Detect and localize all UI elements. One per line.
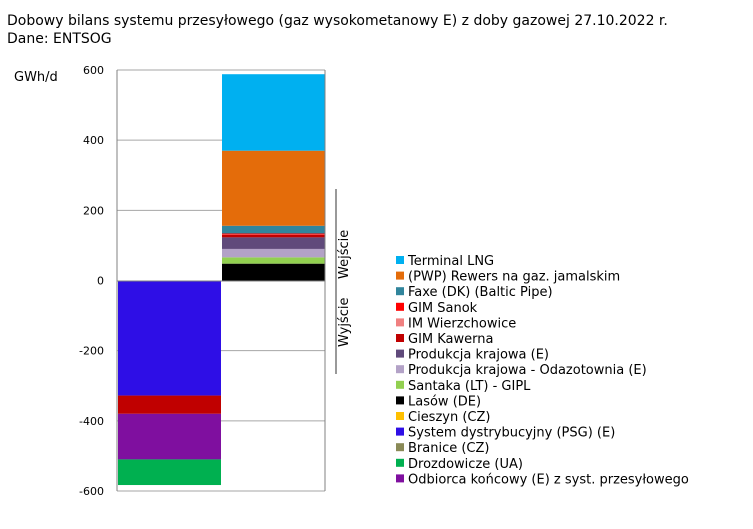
bar-segment: [222, 248, 325, 258]
bar-segment: [118, 280, 221, 396]
legend-entry: System dystrybucyjny (PSG) (E): [408, 426, 615, 441]
legend-entry: GIM Kawerna: [408, 332, 493, 347]
legend-swatch: [396, 256, 404, 264]
legend-swatch: [396, 287, 404, 296]
legend: Terminal LNG(PWP) Rewers na gaz. jamalsk…: [396, 254, 689, 487]
legend-swatch: [396, 474, 404, 483]
legend-swatch: [396, 427, 404, 436]
y-tick-label: -200: [79, 345, 104, 358]
y-tick-label: -600: [79, 485, 104, 498]
legend-entry: Faxe (DK) (Baltic Pipe): [408, 285, 553, 300]
legend-entry: Drozdowicze (UA): [408, 457, 523, 472]
chart-title: Dobowy bilans systemu przesyłowego (gaz …: [7, 13, 668, 29]
legend-swatch: [396, 380, 404, 389]
legend-swatch: [396, 349, 404, 358]
legend-entry: Branice (CZ): [408, 441, 490, 456]
y-tick-label: 200: [83, 204, 104, 217]
side-label-entry: Wejście: [337, 230, 352, 279]
legend-entry: Odbiorca końcowy (E) z syst. przesyłoweg…: [408, 472, 689, 487]
legend-entry: Cieszyn (CZ): [408, 410, 490, 425]
legend-entry: Lasów (DE): [408, 394, 481, 409]
legend-swatch: [396, 412, 404, 420]
legend-swatch: [396, 396, 404, 405]
legend-entry: IM Wierzchowice: [408, 316, 516, 331]
legend-entry: Terminal LNG: [407, 254, 494, 269]
bar-segment: [222, 150, 325, 226]
legend-entry: GIM Sanok: [408, 301, 478, 316]
bar-segment: [118, 395, 221, 414]
legend-entry: Produkcja krajowa - Odazotownia (E): [408, 363, 647, 378]
legend-entry: (PWP) Rewers na gaz. jamalskim: [408, 270, 620, 285]
legend-swatch: [396, 458, 404, 467]
y-tick-label: 0: [97, 275, 104, 288]
bar-segment: [118, 459, 221, 486]
y-axis-unit: GWh/d: [14, 70, 58, 85]
bar-segment: [222, 233, 325, 235]
bar-segment: [222, 74, 325, 151]
bar-segment: [222, 225, 325, 234]
y-tick-label: -400: [79, 415, 104, 428]
legend-swatch: [396, 271, 404, 280]
bar-segment: [222, 237, 325, 249]
legend-swatch: [396, 365, 404, 374]
legend-entry: Produkcja krajowa (E): [408, 348, 549, 363]
legend-entry: Santaka (LT) - GIPL: [408, 379, 531, 394]
bars: [118, 74, 325, 486]
bar-segment: [118, 413, 221, 460]
y-axis-ticks: 600 400 200 0 -200 -400 -600: [79, 64, 104, 498]
bar-segment: [222, 263, 325, 281]
bar-segment: [222, 234, 325, 238]
y-tick-label: 600: [83, 64, 104, 77]
legend-swatch: [396, 318, 404, 327]
legend-swatch: [396, 302, 404, 311]
side-label-exit: Wyjście: [337, 298, 352, 347]
legend-swatch: [396, 443, 404, 452]
y-tick-label: 400: [83, 134, 104, 147]
bar-segment: [222, 257, 325, 264]
legend-swatch: [396, 334, 404, 342]
chart-subtitle: Dane: ENTSOG: [7, 31, 112, 47]
